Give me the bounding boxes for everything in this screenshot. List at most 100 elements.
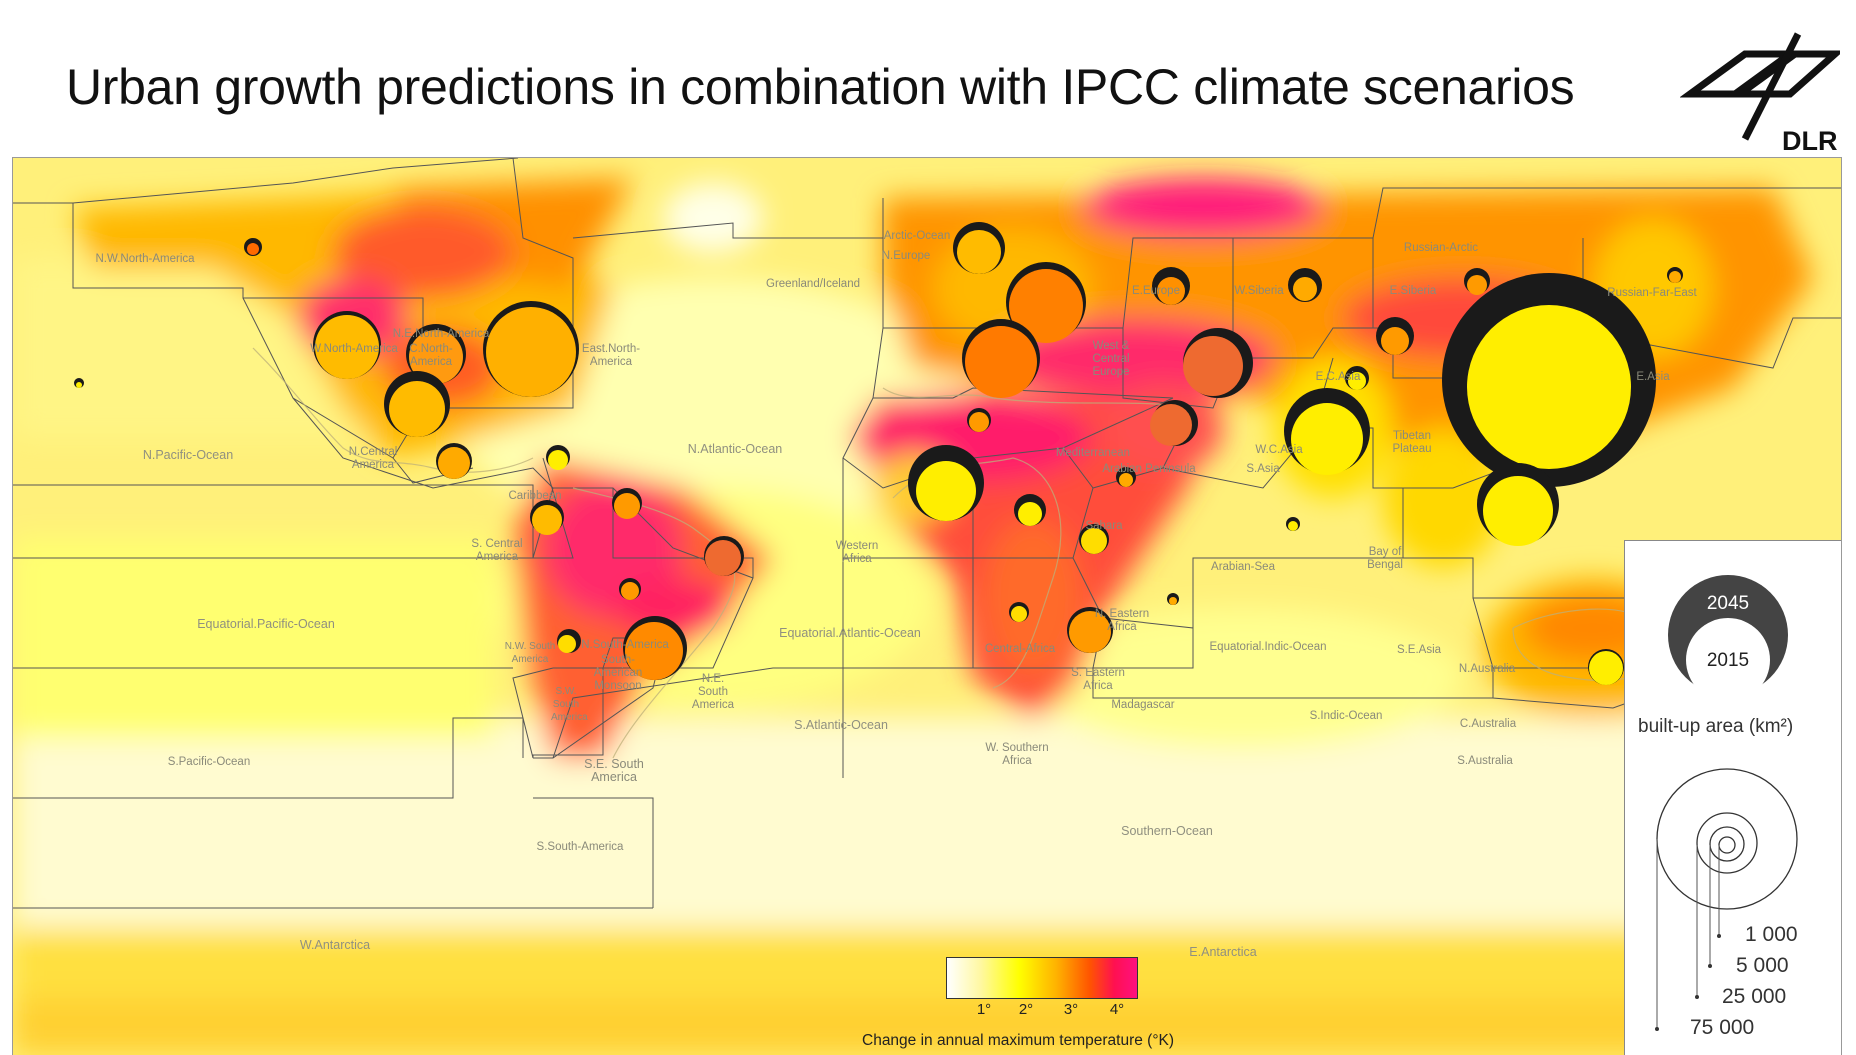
circle-e-na-2015 xyxy=(486,307,576,397)
circle-arabian-sea-2015 xyxy=(1119,473,1133,487)
legend-value-5000: 5 000 xyxy=(1736,954,1789,977)
legend-value-75000: 75 000 xyxy=(1690,1016,1755,1039)
growth-circles xyxy=(74,222,1683,685)
circle-s-central-america-2015 xyxy=(438,447,470,479)
label-sahara: Sahara xyxy=(1085,520,1123,532)
circle-tibet-2015 xyxy=(1348,372,1366,390)
label-c-north-america: C.North-America xyxy=(409,343,453,368)
legend-graphics xyxy=(1655,575,1798,1031)
legend-title: built-up area (km²) xyxy=(1638,716,1794,737)
page-title: Urban growth predictions in combination … xyxy=(66,59,1575,115)
circle-nw-sam-2015 xyxy=(532,505,562,535)
colorbar-title: Change in annual maximum temperature (°K… xyxy=(862,1032,1175,1049)
label-e-north-america: East.North-America xyxy=(581,343,641,368)
circle-sahara-2015 xyxy=(969,412,989,432)
label-n-pacific: N.Pacific-Ocean xyxy=(142,448,234,462)
temperature-colorbar xyxy=(946,957,1138,999)
circle-se-sam-2015 xyxy=(625,622,683,680)
label-russian-far-east: Russian-Far-East xyxy=(1607,287,1697,299)
circle-n-central-america-2015 xyxy=(389,381,445,437)
colorbar-tick-1: 1° xyxy=(976,1001,992,1018)
label-arabian-pen: Arabian Peninsula xyxy=(1102,463,1196,475)
circle-pacific-2015 xyxy=(76,382,82,388)
label-madagascar: Madagascar xyxy=(1111,699,1175,711)
label-wc-asia: W.C.Asia xyxy=(1255,444,1303,456)
colorbar-tick-4: 4° xyxy=(1109,1001,1125,1018)
label-n-atlantic: N.Atlantic-Ocean xyxy=(687,442,783,456)
label-w-siberia: W.Siberia xyxy=(1234,285,1284,297)
circle-far-east-2015 xyxy=(1669,271,1681,283)
legend-size-circles xyxy=(1656,768,1798,910)
label-s-asia: S.Asia xyxy=(1246,463,1280,475)
circle-e-asia-2015 xyxy=(1467,305,1631,469)
dlr-logo-text: DLR xyxy=(1782,126,1838,154)
circle-caribbean-2015 xyxy=(548,450,568,470)
circle-ne-sam-2015 xyxy=(705,540,741,576)
label-eq-pacific: Equatorial.Pacific-Ocean xyxy=(197,617,335,631)
label-e-europe: E.Europe xyxy=(1132,285,1180,297)
label-arabian-sea: Arabian-Sea xyxy=(1211,561,1275,573)
label-eq-indic: Equatorial.Indic-Ocean xyxy=(1209,641,1327,653)
circle-e-siberia-2015 xyxy=(1467,275,1487,295)
label-mediterranean: Mediterranean xyxy=(1055,447,1131,459)
label-w-antarctica: W.Antarctica xyxy=(299,938,371,952)
label-s-indic: S.Indic-Ocean xyxy=(1309,710,1383,722)
label-southern-ocean: Southern-Ocean xyxy=(1121,824,1213,838)
circle-ne-africa-2015 xyxy=(1081,528,1107,554)
heat-field xyxy=(13,178,1841,1055)
label-caribbean: Caribbean xyxy=(508,490,562,502)
label-sw-south-america: S.W. South America xyxy=(551,686,588,723)
label-s-australia: S.Australia xyxy=(1457,755,1513,767)
colorbar-tick-2: 2° xyxy=(1018,1001,1034,1018)
circle-se-africa-2015 xyxy=(1069,611,1111,653)
label-eq-atlantic: Equatorial.Atlantic-Ocean xyxy=(779,626,921,640)
legend-year-current: 2015 xyxy=(1706,650,1750,671)
label-w-north-america: W.North-America xyxy=(310,343,398,355)
legend-value-25000: 25 000 xyxy=(1722,985,1787,1008)
circle-n-sam-2015 xyxy=(614,493,640,519)
label-se-south-america: S.E. South America xyxy=(584,757,644,784)
circle-central-africa-2015 xyxy=(1018,502,1042,526)
circle-wc-asia-2015 xyxy=(1183,336,1243,396)
label-western-africa: Western Africa xyxy=(835,540,879,565)
circle-w-africa-2015 xyxy=(916,461,976,521)
label-se-africa: S. Eastern Africa xyxy=(1071,667,1125,692)
label-central-africa: Central-Africa xyxy=(984,643,1056,655)
circle-w-na-2015 xyxy=(315,315,379,379)
label-n-central-america: N.Central America xyxy=(348,446,398,471)
circle-eq-indic-2015 xyxy=(1288,521,1298,531)
colorbar-tick-3: 3° xyxy=(1063,1001,1079,1018)
circle-arabia-2015 xyxy=(1150,404,1192,446)
label-nw-south-america: N.W. South America xyxy=(504,641,556,665)
legend-2015-circle xyxy=(1686,618,1770,702)
label-s-south-america: S.South-America xyxy=(536,841,624,853)
label-nw-north-america: N.W.North-America xyxy=(95,253,195,265)
circle-madagascar-2015 xyxy=(1169,597,1177,605)
legend-year-future: 2045 xyxy=(1706,593,1750,614)
label-bay-of-bengal: Bay of Bengal xyxy=(1367,546,1403,571)
label-west-central-europe: West & Central Europe xyxy=(1092,340,1130,378)
world-map: N.W.North-America Greenland/Iceland Arct… xyxy=(12,157,1842,1055)
label-s-atlantic: S.Atlantic-Ocean xyxy=(794,718,888,732)
circle-mediterranean-2015 xyxy=(965,326,1037,398)
legend-leaders xyxy=(1656,839,1720,1029)
label-greenland: Greenland/Iceland xyxy=(766,278,860,290)
circle-n-europe-2015 xyxy=(957,230,1001,274)
circle-nw-na-2015 xyxy=(247,243,259,255)
circle-s-australia-2015 xyxy=(1589,651,1623,685)
dlr-logo: DLR xyxy=(1679,24,1845,156)
circle-e-europe-2015 xyxy=(1157,277,1185,305)
circle-ec-asia-2015 xyxy=(1381,327,1409,355)
circle-se-asia-2015 xyxy=(1483,476,1553,546)
circle-sw-sam-2015 xyxy=(558,635,576,653)
label-russian-arctic: Russian-Arctic xyxy=(1403,242,1479,254)
circle-w-siberia-2015 xyxy=(1293,277,1317,301)
label-ne-south-america: N.E. South America xyxy=(691,673,735,711)
label-e-asia: E.Asia xyxy=(1636,371,1670,383)
circle-wc-europe-2015 xyxy=(1009,269,1083,343)
label-e-siberia: E.Siberia xyxy=(1389,285,1437,297)
label-ec-asia: E.C.Asia xyxy=(1315,371,1361,383)
label-c-australia: C.Australia xyxy=(1459,718,1517,730)
circle-s-asia-2015 xyxy=(1291,403,1363,475)
label-se-asia: S.E.Asia xyxy=(1396,644,1442,656)
